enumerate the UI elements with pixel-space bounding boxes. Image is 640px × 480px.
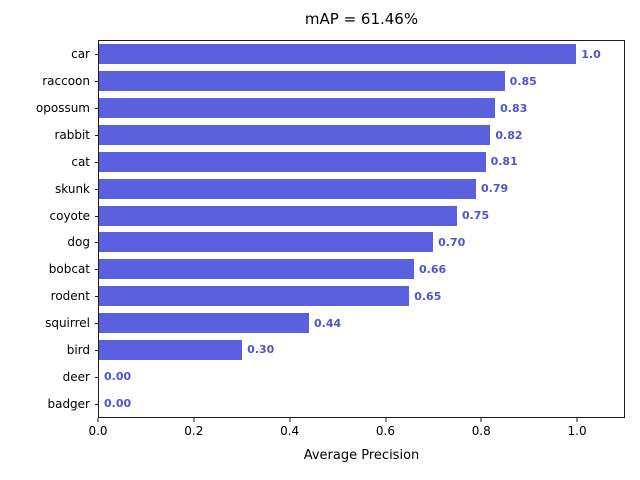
category-label: bird [66,342,90,357]
x-tick-label: 0.0 [88,424,108,438]
x-tick-label: 0.2 [184,424,204,438]
y-tick-mark [95,376,99,378]
bar-row: bird 0.30 [67,336,624,363]
bar [99,339,243,360]
x-tick-mark [384,418,386,422]
y-tick-mark [95,323,99,325]
value-label: 0.30 [247,343,275,357]
x-tick-label: 0.8 [471,424,491,438]
x-tick: 0.2 [184,418,203,438]
x-tick: 0.4 [280,418,299,438]
bar-rows-container: car 1.0 raccoon 0.85 opossum 0.83 rabbit… [36,41,624,417]
y-tick-mark [95,135,99,136]
bar-row: bobcat 0.66 [49,256,624,283]
bar-row: badger 0.00 [47,390,624,417]
bar-row: coyote 0.75 [50,202,624,229]
x-tick-mark [97,418,99,422]
value-label: 0.65 [414,289,442,303]
category-label: car [71,47,90,62]
category-label: opossum [35,101,90,116]
chart-title: mAP = 61.46% [304,10,419,28]
value-label: 1.0 [581,47,601,61]
bar [99,151,486,172]
x-tick-mark [480,418,482,422]
category-label: dog [67,235,90,250]
y-tick-mark [95,269,99,271]
x-tick: 0.8 [472,418,491,438]
y-tick-mark [95,349,99,351]
category-label: skunk [55,181,90,196]
category-label: deer [62,369,90,384]
bar-row: skunk 0.79 [55,175,624,202]
value-label: 0.81 [490,155,518,169]
category-label: badger [47,396,90,411]
y-tick-mark [95,242,99,244]
x-tick-mark [289,418,291,422]
bar [99,259,414,280]
bar [99,205,457,226]
bar [99,44,577,65]
value-label: 0.83 [500,101,528,115]
y-tick-mark [95,296,99,298]
y-tick-mark [95,215,99,217]
value-label: 0.79 [481,182,509,196]
y-tick-mark [95,188,99,190]
category-label: rodent [50,289,90,304]
category-label: bobcat [48,262,90,277]
bar-row: dog 0.70 [67,229,624,256]
category-label: cat [71,154,90,169]
bar [99,71,505,92]
bar [99,178,477,199]
x-tick-label: 0.4 [280,424,300,438]
x-tick: 1.0 [568,418,587,438]
value-label: 0.00 [104,370,132,384]
bar-row: car 1.0 [71,41,624,68]
bar-row: opossum 0.83 [36,95,624,122]
bar-row: cat 0.81 [71,148,624,175]
x-tick: 0.0 [88,418,108,438]
value-label: 0.82 [495,128,523,142]
y-tick-mark [95,81,99,83]
category-label: raccoon [42,74,90,89]
category-label: squirrel [45,316,90,331]
value-label: 0.44 [314,316,342,330]
y-tick-mark [95,161,99,163]
category-label: rabbit [54,128,90,142]
value-label: 0.00 [104,397,132,411]
x-axis-label: Average Precision [303,448,420,463]
bar-row: rabbit 0.82 [54,122,624,149]
y-tick-mark [95,108,99,110]
x-tick-mark [193,418,195,422]
bar [99,232,434,253]
value-label: 0.75 [461,209,490,223]
bar-row: squirrel 0.44 [45,310,624,337]
x-tick-mark [576,418,578,422]
plot-area: car 1.0 raccoon 0.85 opossum 0.83 rabbit… [36,40,625,418]
value-label: 0.85 [509,74,537,88]
bar [99,286,410,307]
value-label: 0.70 [438,235,466,249]
bar [99,313,309,334]
bar [99,125,491,145]
x-tick-label: 0.6 [375,424,395,438]
category-label: coyote [49,208,90,223]
x-tick-label: 1.0 [567,424,587,438]
bar [99,98,496,119]
bar-row: raccoon 0.85 [42,68,624,95]
y-tick-mark [95,403,99,405]
x-tick: 0.6 [376,418,395,438]
y-tick-mark [95,54,99,56]
bar-row: rodent 0.65 [51,283,624,310]
bar-row: deer 0.00 [63,363,624,390]
value-label: 0.66 [419,262,447,276]
x-axis: 0.0 0.2 0.4 0.6 0.8 1.0 [88,418,625,448]
